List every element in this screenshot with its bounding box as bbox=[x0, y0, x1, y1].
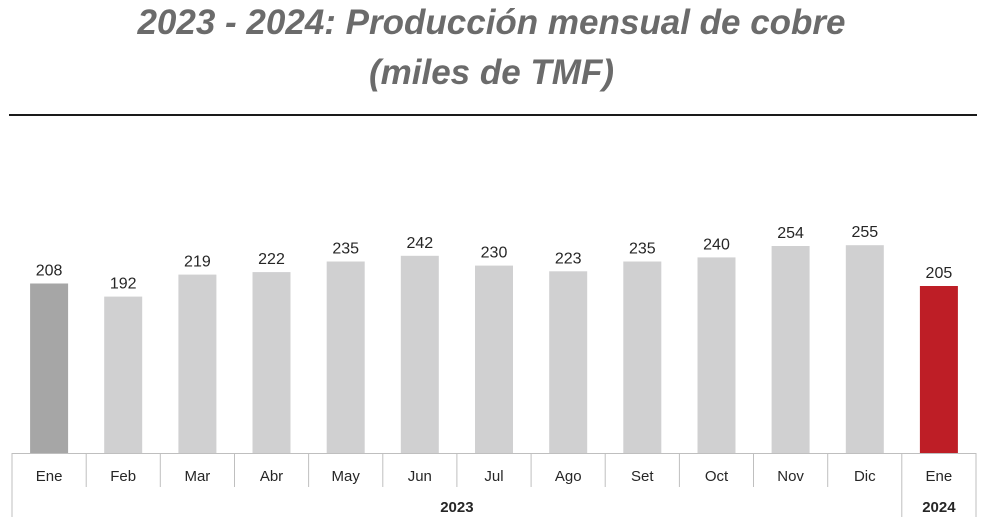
month-label-8: Set bbox=[631, 468, 654, 485]
bar-oct-9 bbox=[697, 257, 736, 453]
month-label-3: Abr bbox=[260, 468, 283, 485]
bar-feb-1 bbox=[104, 296, 143, 453]
value-label-6: 230 bbox=[481, 245, 508, 262]
bar-jul-6 bbox=[475, 265, 513, 453]
month-label-0: Ene bbox=[36, 468, 63, 485]
value-label-10: 254 bbox=[777, 225, 804, 242]
bar-dic-11 bbox=[845, 245, 884, 453]
value-label-8: 235 bbox=[629, 241, 656, 258]
value-label-0: 208 bbox=[36, 263, 63, 280]
month-label-4: May bbox=[332, 468, 361, 485]
month-label-12: Ene bbox=[926, 468, 953, 485]
chart-title-line-1: 2023 - 2024: Producción mensual de cobre bbox=[137, 3, 846, 42]
bar-jun-5 bbox=[400, 255, 439, 453]
bar-ene-12 bbox=[919, 286, 958, 453]
year-label-2024: 2024 bbox=[922, 499, 956, 516]
bar-mar-2 bbox=[178, 274, 217, 453]
month-label-10: Nov bbox=[777, 468, 804, 485]
category-axis: Ene Feb Mar Abr May Jun Jul Ago Set Oct Nov Dic Ene 2… bbox=[11, 453, 977, 517]
value-labels-layer: 208 192 219 222 235 242 230 223 235 240 254 255 205 bbox=[36, 224, 953, 292]
value-label-11: 255 bbox=[851, 224, 878, 241]
chart-title-line-2: (miles de TMF) bbox=[368, 53, 615, 92]
bar-ene-0 bbox=[30, 283, 69, 453]
bar-may-4 bbox=[326, 261, 365, 453]
bars-layer bbox=[30, 245, 958, 453]
value-label-3: 222 bbox=[258, 251, 285, 268]
bar-abr-3 bbox=[252, 272, 291, 453]
month-label-6: Jul bbox=[484, 468, 503, 485]
bar-set-8 bbox=[623, 261, 662, 453]
value-label-4: 235 bbox=[332, 241, 359, 258]
year-label-2023: 2023 bbox=[440, 499, 473, 516]
month-label-2: Mar bbox=[184, 468, 210, 485]
value-label-12: 205 bbox=[926, 265, 953, 282]
value-label-5: 242 bbox=[406, 235, 433, 252]
month-label-7: Ago bbox=[555, 468, 582, 485]
value-label-9: 240 bbox=[703, 236, 730, 253]
value-label-1: 192 bbox=[110, 276, 137, 293]
month-label-5: Jun bbox=[408, 468, 432, 485]
value-label-2: 219 bbox=[184, 254, 211, 271]
bar-nov-10 bbox=[771, 246, 810, 453]
bar-ago-7 bbox=[549, 271, 588, 453]
month-label-1: Feb bbox=[110, 468, 136, 485]
month-label-9: Oct bbox=[705, 468, 729, 485]
month-label-11: Dic bbox=[854, 468, 876, 485]
value-label-7: 223 bbox=[555, 250, 582, 267]
title-divider bbox=[9, 114, 977, 116]
